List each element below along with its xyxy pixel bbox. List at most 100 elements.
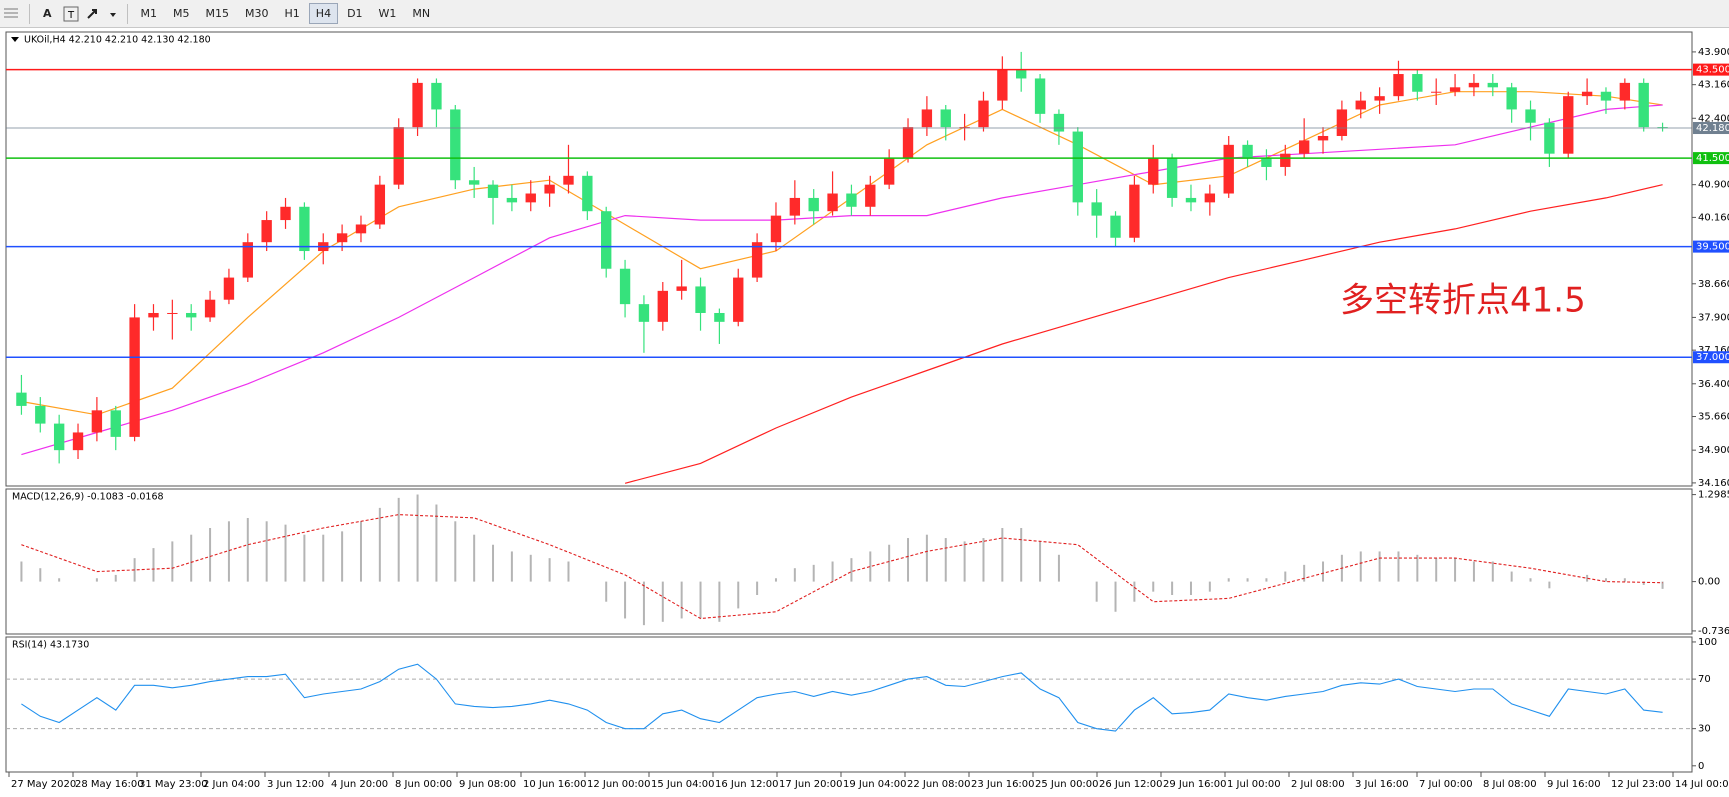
y-tick-label: 30 (1698, 724, 1711, 735)
candle-body (1563, 96, 1574, 154)
time-label: 2 Jun 04:00 (203, 779, 260, 790)
candle-body (695, 286, 706, 313)
candle-body (450, 109, 461, 181)
y-tick-label: 34.900 (1698, 445, 1729, 456)
candle-body (638, 304, 650, 322)
time-label: 7 Jul 00:00 (1419, 779, 1473, 790)
candle-body (355, 224, 367, 234)
label-tool[interactable]: T (60, 4, 82, 24)
level-line-box (1693, 63, 1729, 76)
level-line-label: 43.500 (1696, 65, 1729, 76)
y-tick-label: 43.900 (1698, 47, 1729, 58)
candle-body (1034, 78, 1046, 114)
candle-body (846, 193, 857, 207)
panel-title: RSI(14) 43.1730 (12, 640, 89, 651)
time-label: 19 Jun 04:00 (843, 779, 907, 790)
period-button[interactable]: M15 (205, 7, 230, 20)
candle-body (619, 268, 631, 305)
candle-body (1525, 109, 1536, 123)
time-label: 31 May 23:00 (139, 779, 208, 790)
candle-body (487, 184, 499, 198)
candle-body (714, 312, 725, 322)
candle-body (733, 277, 744, 322)
y-tick-label: 100 (1698, 637, 1717, 648)
candle-body (1449, 87, 1461, 92)
candle-body (921, 109, 933, 128)
level-line-box (1693, 152, 1729, 165)
candle-body (676, 286, 687, 291)
time-label: 10 Jun 16:00 (523, 779, 587, 790)
candle-body (865, 184, 876, 207)
candle-body (1468, 82, 1480, 88)
candle-body (1374, 96, 1385, 101)
candle-body (978, 100, 989, 128)
candle-body (1412, 74, 1423, 92)
candle-body (789, 197, 801, 216)
moving-average (624, 184, 1663, 484)
time-label: 26 Jun 12:00 (1099, 779, 1163, 790)
period-button[interactable]: M30 (245, 7, 269, 20)
y-tick-label: 70 (1698, 674, 1711, 685)
candle-body (1242, 144, 1253, 159)
period-button[interactable]: W1 (378, 7, 397, 20)
candle-body (1166, 158, 1178, 198)
period-button[interactable]: M1 (140, 7, 158, 20)
candle-body (808, 197, 819, 212)
candle-body (336, 233, 348, 243)
y-tick-label: 43.160 (1698, 80, 1729, 91)
candle-body (129, 317, 140, 437)
candle-body (1091, 202, 1102, 216)
candle-body (280, 206, 291, 221)
title-arrow (11, 37, 19, 42)
period-button[interactable]: D1 (347, 7, 363, 20)
candle-body (563, 175, 574, 185)
candle-body (223, 277, 235, 300)
period-button[interactable]: H1 (284, 7, 300, 20)
level-line-label: 39.500 (1696, 242, 1729, 253)
time-label: 14 Jul 00:00 (1675, 779, 1729, 790)
candle-body (242, 242, 253, 278)
candle-body (770, 215, 782, 243)
time-label: 4 Jun 20:00 (331, 779, 388, 790)
time-label: 29 Jun 16:00 (1163, 779, 1227, 790)
level-line-box (1693, 351, 1729, 364)
candle-body (1110, 215, 1121, 238)
panel-title: UKOil,H4 42.210 42.210 42.130 42.180 (24, 35, 211, 46)
candle-body (1261, 158, 1272, 167)
candle-body (940, 109, 951, 128)
candle-body (1072, 131, 1083, 203)
candle-body (1204, 193, 1216, 203)
period-button[interactable]: H4 (308, 3, 339, 24)
time-label: 12 Jul 23:00 (1611, 779, 1671, 790)
annotation: 多空转折点41.5 (1340, 281, 1586, 321)
candle-body (204, 299, 216, 318)
candle-body (544, 184, 555, 194)
y-tick-label: 0 (1698, 761, 1704, 772)
period-button[interactable]: M5 (173, 7, 190, 20)
candle-body (601, 211, 612, 269)
level-line-box (1693, 240, 1729, 253)
candle-body (412, 82, 423, 128)
candle-body (1487, 82, 1498, 88)
candle-body (1317, 135, 1329, 141)
level-line-label: 41.500 (1696, 153, 1729, 164)
svg-text:T: T (66, 10, 74, 21)
candle-body (1298, 140, 1310, 154)
separator (126, 3, 128, 24)
candle-body (53, 423, 65, 451)
time-label: 3 Jul 16:00 (1355, 779, 1409, 790)
period-button[interactable]: MN (412, 7, 431, 20)
arrow-tool[interactable] (82, 4, 122, 24)
y-tick-label: 0.00 (1698, 577, 1720, 588)
y-tick-label: 38.660 (1698, 279, 1729, 290)
price-line-box (1693, 122, 1729, 135)
period-buttons: M1 M5 M15 M30 H1 H4 D1 W1 MN (133, 3, 439, 24)
y-tick-label: 35.660 (1698, 412, 1729, 423)
menu-icon[interactable] (0, 4, 24, 24)
time-label: 28 May 16:00 (75, 779, 144, 790)
candle-body (1600, 91, 1612, 101)
candle-body (393, 127, 404, 185)
time-label: 23 Jun 16:00 (971, 779, 1035, 790)
text-tool[interactable]: A (43, 7, 52, 20)
y-tick-label: 34.160 (1698, 478, 1729, 489)
